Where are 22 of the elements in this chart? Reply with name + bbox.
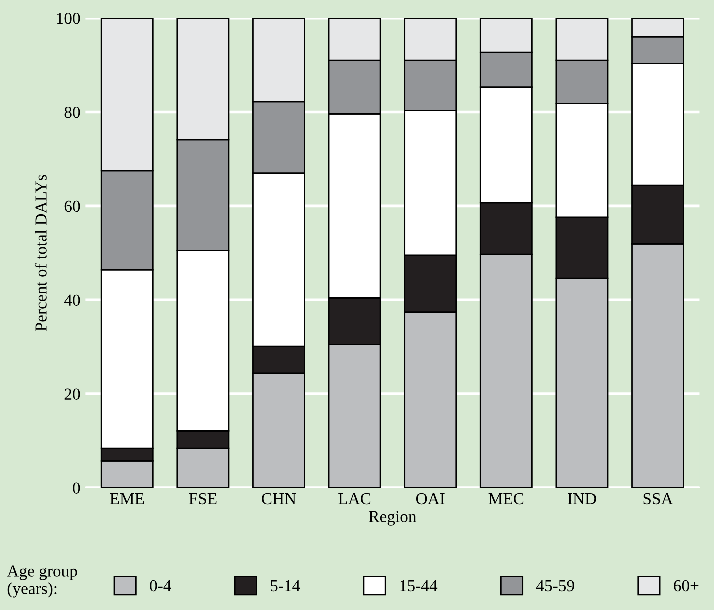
legend-label: 15-44 xyxy=(400,580,438,592)
legend-title: Age group (years): xyxy=(7,566,78,598)
x-tick-label: CHN xyxy=(262,493,296,505)
y-tick-label: 100 xyxy=(57,13,80,24)
y-tick-label: 20 xyxy=(64,388,80,400)
legend-label: 0-4 xyxy=(150,580,172,592)
x-tick-label: LAC xyxy=(338,493,371,505)
x-tick-label: EME xyxy=(110,494,144,504)
x-tick-label: FSE xyxy=(189,493,217,505)
y-tick-label: 60 xyxy=(64,200,80,212)
y-tick-label: 40 xyxy=(64,294,80,306)
x-tick-label: SSA xyxy=(644,493,674,505)
x-tick-label: IND xyxy=(568,494,596,504)
x-tick-label: OAI xyxy=(416,493,445,505)
legend-label: 5-14 xyxy=(271,580,300,592)
x-axis-title: Region xyxy=(369,511,417,526)
legend-label: 60+ xyxy=(674,580,699,592)
y-axis-title: Percent of total DALYs xyxy=(34,175,47,332)
legend-label: 45-59 xyxy=(536,580,574,592)
x-tick-label: MEC xyxy=(488,493,524,505)
y-tick-label: 0 xyxy=(73,482,80,494)
y-tick-label: 80 xyxy=(64,106,80,118)
